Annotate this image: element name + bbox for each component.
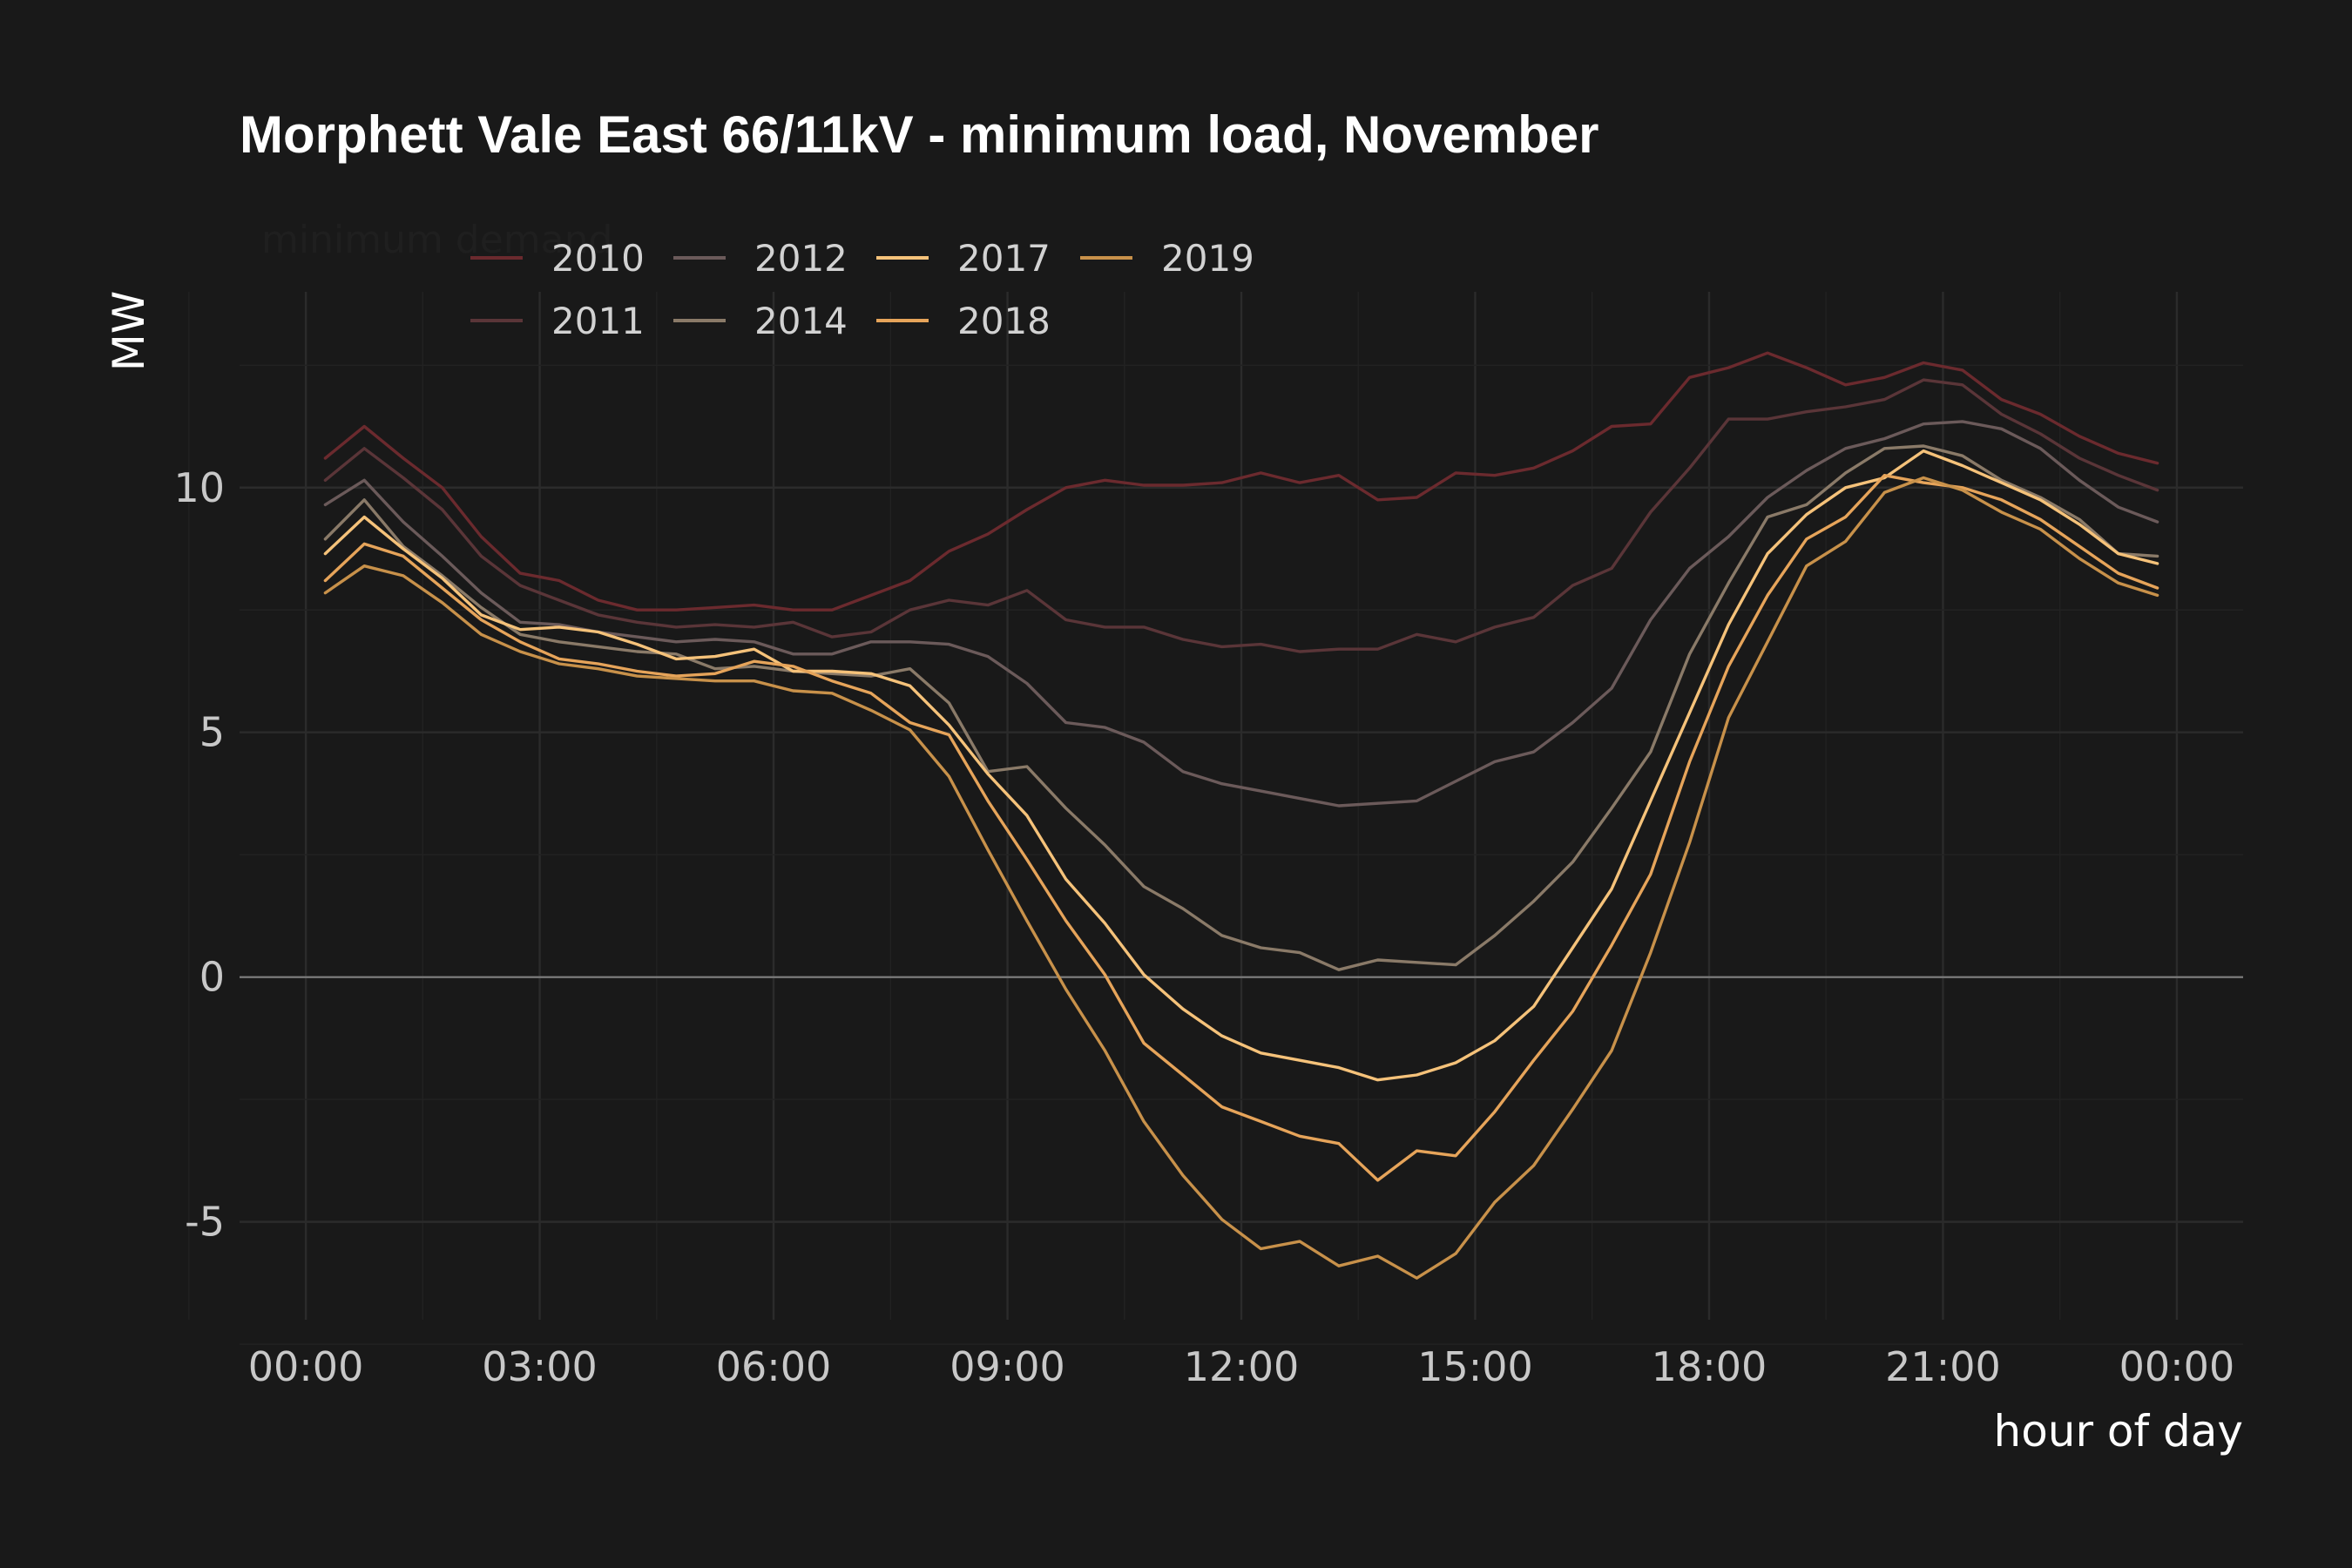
y-tick-label: 10 (173, 464, 225, 511)
legend-label-2011: 2011 (551, 300, 645, 342)
series-line-2018 (323, 474, 2159, 1182)
series-line-2014 (323, 444, 2159, 971)
x-tick-label: 21:00 (1885, 1343, 2001, 1390)
legend-item-2017: 2017 (876, 237, 1051, 280)
series-line-2010 (323, 351, 2159, 612)
y-axis-label: MW (104, 291, 154, 372)
legend-item-2012: 2012 (673, 237, 848, 280)
legend-item-2018: 2018 (876, 300, 1051, 342)
y-axis-ticks: -5 0 5 10 (173, 464, 225, 1246)
legend-label-2010: 2010 (551, 237, 645, 280)
legend-label-2018: 2018 (957, 300, 1051, 342)
legend-label-2014: 2014 (754, 300, 848, 342)
x-tick-label: 12:00 (1184, 1343, 1300, 1390)
x-axis-label: hour of day (1994, 1406, 2243, 1456)
x-tick-label: 09:00 (950, 1343, 1065, 1390)
y-tick-label: 0 (199, 954, 225, 1001)
series-line-2019 (323, 476, 2159, 1280)
chart-title: Morphett Vale East 66/11kV - minimum loa… (240, 105, 1599, 164)
x-tick-label: 18:00 (1652, 1343, 1767, 1390)
legend-label-2017: 2017 (957, 237, 1051, 280)
legend-item-2011: 2011 (470, 300, 645, 342)
legend: 2010 2011 2012 2014 2017 2018 2019 (470, 237, 1254, 342)
legend-item-2014: 2014 (673, 300, 848, 342)
y-tick-label: -5 (185, 1199, 225, 1246)
series-line-2017 (323, 449, 2159, 1082)
x-tick-label: 06:00 (716, 1343, 832, 1390)
x-tick-label: 15:00 (1417, 1343, 1533, 1390)
chart-subtitle: minimum demand (261, 218, 612, 262)
series-layer (323, 351, 2159, 1280)
legend-item-2019: 2019 (1080, 237, 1254, 280)
series-line-2012 (323, 420, 2159, 808)
y-tick-label: 5 (199, 709, 225, 756)
series-line-2011 (323, 378, 2159, 653)
x-tick-label: 00:00 (2119, 1343, 2235, 1390)
legend-label-2019: 2019 (1161, 237, 1254, 280)
legend-label-2012: 2012 (754, 237, 848, 280)
x-tick-label: 03:00 (482, 1343, 598, 1390)
legend-item-2010: 2010 (470, 237, 645, 280)
x-tick-label: 00:00 (248, 1343, 364, 1390)
x-axis-ticks: 00:00 03:00 06:00 09:00 12:00 15:00 18:00 21:00… (248, 1343, 2234, 1390)
